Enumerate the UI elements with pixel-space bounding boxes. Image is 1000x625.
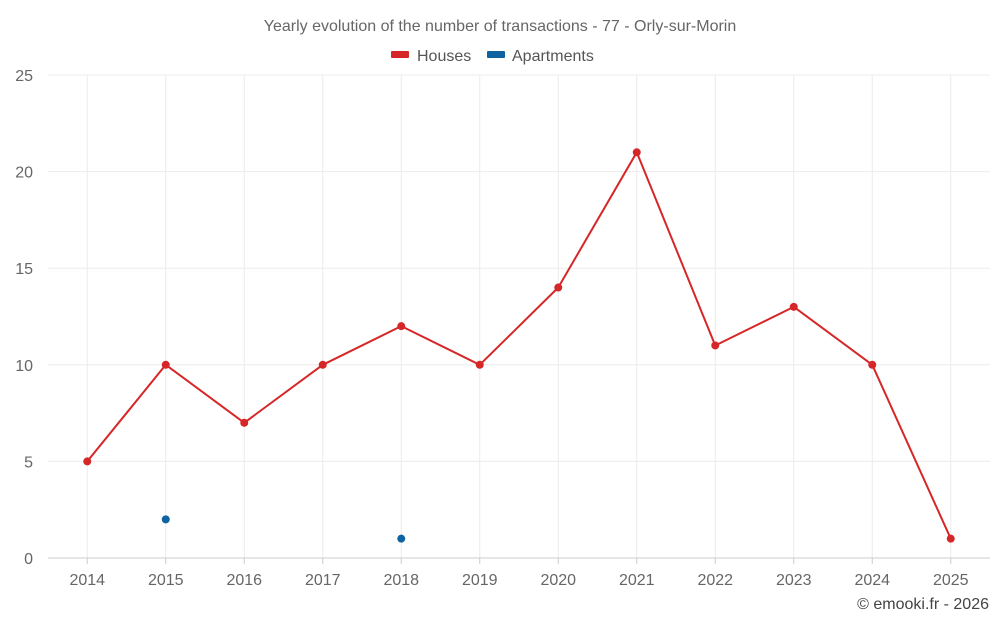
y-tick-label: 5 [24,454,33,471]
x-tick-label: 2016 [226,572,262,589]
data-point-houses-2015[interactable] [161,360,170,369]
series-line-houses [86,151,952,540]
y-tick-label: 0 [24,551,33,568]
x-tick-label: 2022 [697,572,733,589]
axes [48,557,990,564]
x-tick-label: 2019 [462,572,498,589]
data-point-houses-2018[interactable] [397,322,406,331]
x-tick-label: 2024 [854,572,890,589]
data-point-houses-2019[interactable] [475,360,484,369]
data-point-apartments-2018[interactable] [397,534,406,543]
x-tick-label: 2018 [383,572,419,589]
data-point-houses-2024[interactable] [868,360,877,369]
y-tick-label: 20 [15,165,33,182]
data-point-houses-2016[interactable] [240,418,249,427]
legend-label-apartments[interactable]: Apartments [512,48,594,65]
chart-title: Yearly evolution of the number of transa… [264,18,737,35]
x-tick-label: 2021 [619,572,655,589]
x-axis-ticks: 2014 2015 2016 2017 2018 2019 2020 2021 2022 2023… [69,572,968,589]
legend-label-houses[interactable]: Houses [417,48,471,65]
x-tick-label: 2015 [148,572,184,589]
data-point-houses-2022[interactable] [711,341,720,350]
series-lines [86,151,952,540]
y-axis-ticks: 0 5 10 15 20 25 [15,68,33,568]
data-point-houses-2014[interactable] [83,457,92,466]
y-tick-label: 25 [15,68,33,85]
legend-swatch-apartments[interactable] [487,51,505,58]
series-points [83,148,955,543]
data-point-apartments-2015[interactable] [161,515,170,524]
data-point-houses-2017[interactable] [318,360,327,369]
data-point-houses-2023[interactable] [789,302,798,311]
x-tick-label: 2017 [305,572,341,589]
grid-lines [48,74,990,558]
legend: Houses Apartments [391,48,594,65]
credit-text: © emooki.fr - 2026 [857,596,989,613]
data-point-houses-2021[interactable] [632,148,641,157]
x-tick-label: 2014 [69,572,105,589]
x-tick-label: 2020 [540,572,576,589]
data-point-houses-2025[interactable] [946,534,955,543]
x-tick-label: 2025 [933,572,969,589]
x-tick-label: 2023 [776,572,812,589]
y-tick-label: 10 [15,358,33,375]
legend-swatch-houses[interactable] [391,51,409,58]
data-point-houses-2020[interactable] [554,283,563,292]
y-tick-label: 15 [15,261,33,278]
